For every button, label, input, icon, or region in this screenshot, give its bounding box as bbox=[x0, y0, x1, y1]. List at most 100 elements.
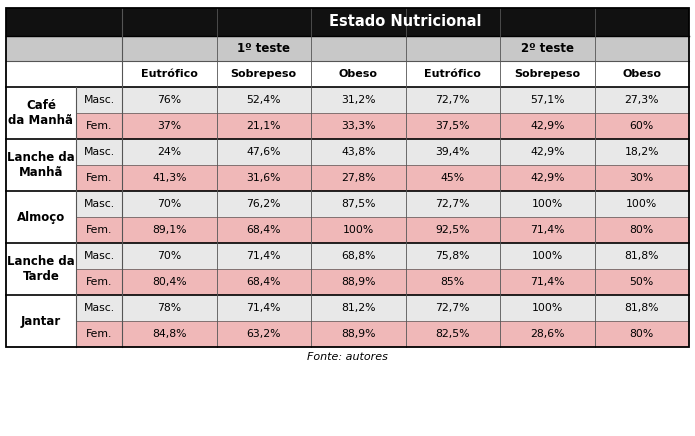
Text: 72,7%: 72,7% bbox=[436, 199, 470, 209]
Bar bbox=[217, 269, 311, 295]
Bar bbox=[6, 8, 689, 36]
Text: 28,6%: 28,6% bbox=[530, 329, 564, 339]
Text: 30%: 30% bbox=[630, 173, 654, 183]
Text: Sobrepeso: Sobrepeso bbox=[514, 69, 580, 79]
Text: Obeso: Obeso bbox=[338, 69, 378, 79]
Text: Masc.: Masc. bbox=[83, 303, 115, 313]
Text: Almoço: Almoço bbox=[17, 211, 65, 224]
Bar bbox=[500, 165, 594, 191]
Text: 27,3%: 27,3% bbox=[625, 95, 659, 105]
Bar bbox=[405, 295, 500, 321]
Text: Café
da Manhã: Café da Manhã bbox=[8, 99, 74, 127]
Bar bbox=[76, 191, 122, 217]
Text: 100%: 100% bbox=[343, 225, 374, 235]
Text: 71,4%: 71,4% bbox=[530, 225, 564, 235]
Text: 31,6%: 31,6% bbox=[247, 173, 281, 183]
Bar bbox=[217, 321, 311, 347]
Bar bbox=[6, 243, 76, 295]
Bar bbox=[6, 191, 76, 243]
Bar bbox=[500, 295, 594, 321]
Text: 82,5%: 82,5% bbox=[436, 329, 470, 339]
Bar bbox=[405, 191, 500, 217]
Bar bbox=[594, 321, 689, 347]
Text: 76%: 76% bbox=[157, 95, 181, 105]
Bar bbox=[6, 139, 76, 191]
Text: 88,9%: 88,9% bbox=[341, 277, 375, 287]
Text: 50%: 50% bbox=[630, 277, 654, 287]
Text: 42,9%: 42,9% bbox=[530, 173, 564, 183]
Bar bbox=[122, 165, 217, 191]
Text: 1º teste: 1º teste bbox=[237, 42, 291, 55]
Bar bbox=[76, 113, 122, 139]
Text: Masc.: Masc. bbox=[83, 95, 115, 105]
Bar bbox=[311, 191, 405, 217]
Text: 21,1%: 21,1% bbox=[247, 121, 281, 131]
Text: 75,8%: 75,8% bbox=[436, 251, 470, 261]
Text: 72,7%: 72,7% bbox=[436, 95, 470, 105]
Bar bbox=[594, 191, 689, 217]
Text: 68,4%: 68,4% bbox=[247, 225, 281, 235]
Bar bbox=[311, 113, 405, 139]
Bar bbox=[217, 217, 311, 243]
Text: 37%: 37% bbox=[157, 121, 181, 131]
Bar bbox=[500, 217, 594, 243]
Bar bbox=[594, 243, 689, 269]
Text: 33,3%: 33,3% bbox=[341, 121, 375, 131]
Text: 87,5%: 87,5% bbox=[341, 199, 375, 209]
Text: Fem.: Fem. bbox=[85, 121, 112, 131]
Text: 100%: 100% bbox=[532, 199, 563, 209]
Text: 2º teste: 2º teste bbox=[521, 42, 574, 55]
Bar bbox=[76, 139, 122, 165]
Bar bbox=[76, 243, 122, 269]
Text: 81,2%: 81,2% bbox=[341, 303, 375, 313]
Text: 45%: 45% bbox=[441, 173, 465, 183]
Text: 71,4%: 71,4% bbox=[247, 251, 281, 261]
Text: Eutrófico: Eutrófico bbox=[141, 69, 197, 79]
Text: Masc.: Masc. bbox=[83, 147, 115, 157]
Text: 76,2%: 76,2% bbox=[247, 199, 281, 209]
Bar bbox=[6, 36, 689, 61]
Bar bbox=[122, 217, 217, 243]
Bar bbox=[6, 87, 76, 139]
Bar bbox=[405, 113, 500, 139]
Bar bbox=[6, 61, 689, 87]
Text: 39,4%: 39,4% bbox=[436, 147, 470, 157]
Text: 57,1%: 57,1% bbox=[530, 95, 564, 105]
Text: 52,4%: 52,4% bbox=[247, 95, 281, 105]
Text: 60%: 60% bbox=[630, 121, 654, 131]
Bar bbox=[500, 191, 594, 217]
Bar bbox=[76, 217, 122, 243]
Bar bbox=[405, 139, 500, 165]
Bar bbox=[122, 191, 217, 217]
Bar bbox=[594, 269, 689, 295]
Text: 42,9%: 42,9% bbox=[530, 121, 564, 131]
Text: 92,5%: 92,5% bbox=[436, 225, 470, 235]
Bar bbox=[217, 87, 311, 113]
Bar bbox=[500, 87, 594, 113]
Bar bbox=[217, 113, 311, 139]
Bar bbox=[217, 191, 311, 217]
Text: 18,2%: 18,2% bbox=[625, 147, 659, 157]
Bar bbox=[311, 139, 405, 165]
Text: 68,4%: 68,4% bbox=[247, 277, 281, 287]
Text: 68,8%: 68,8% bbox=[341, 251, 375, 261]
Text: 71,4%: 71,4% bbox=[530, 277, 564, 287]
Bar bbox=[76, 295, 122, 321]
Bar bbox=[6, 8, 689, 347]
Bar bbox=[311, 165, 405, 191]
Bar bbox=[311, 217, 405, 243]
Text: Jantar: Jantar bbox=[21, 314, 61, 327]
Text: 80,4%: 80,4% bbox=[152, 277, 186, 287]
Text: Sobrepeso: Sobrepeso bbox=[231, 69, 297, 79]
Text: 47,6%: 47,6% bbox=[247, 147, 281, 157]
Bar bbox=[122, 87, 217, 113]
Bar bbox=[76, 321, 122, 347]
Bar bbox=[405, 165, 500, 191]
Bar bbox=[217, 165, 311, 191]
Bar bbox=[500, 243, 594, 269]
Text: Masc.: Masc. bbox=[83, 251, 115, 261]
Text: Fem.: Fem. bbox=[85, 173, 112, 183]
Bar bbox=[217, 295, 311, 321]
Text: Lanche da
Tarde: Lanche da Tarde bbox=[7, 255, 75, 283]
Text: 88,9%: 88,9% bbox=[341, 329, 375, 339]
